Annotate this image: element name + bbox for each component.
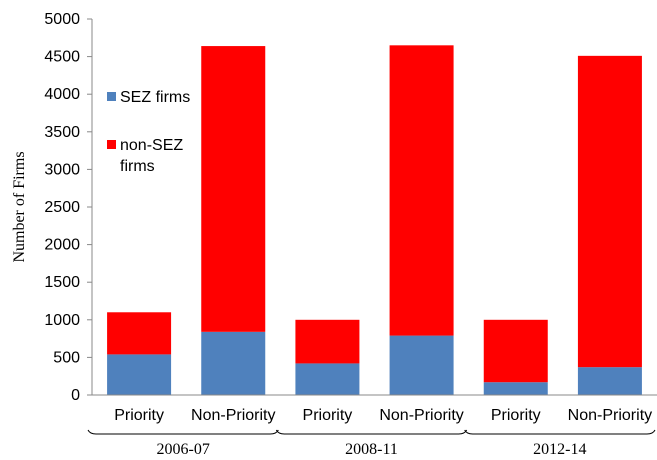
x-group-label: 2008-11: [345, 441, 398, 458]
x-category-label: Non-Priority: [379, 407, 463, 424]
y-tick-label: 500: [53, 349, 80, 366]
bar-non-sez: [295, 319, 360, 364]
x-category-label: Non-Priority: [568, 407, 652, 424]
legend-label: firms: [120, 158, 155, 175]
x-group-label: 2012-14: [533, 441, 586, 458]
y-tick-label: 4500: [44, 49, 80, 66]
x-category-label: Non-Priority: [191, 407, 275, 424]
y-tick-label: 2500: [44, 199, 80, 216]
legend-label: SEZ firms: [120, 89, 190, 106]
bar-sez: [201, 331, 266, 395]
legend: SEZ firms non-SEZ firms: [107, 89, 190, 175]
legend-label: non-SEZ: [120, 137, 183, 154]
bar-non-sez: [483, 319, 548, 383]
bar-non-sez: [577, 55, 642, 368]
group-bracket: [275, 429, 468, 435]
y-tick-label: 3000: [44, 161, 80, 178]
y-tick-label: 0: [71, 387, 80, 404]
group-bracket: [87, 429, 279, 435]
bar-sez: [389, 335, 454, 395]
x-category-label: Priority: [303, 407, 353, 424]
axes: 0 500 1000 1500 2000 2500 3000 3500 4000 4500 5000…: [44, 11, 657, 458]
y-tick-label: 1000: [44, 312, 80, 329]
bar-non-sez: [389, 45, 454, 336]
y-tick-label: 1500: [44, 274, 80, 291]
bar-non-sez: [201, 46, 266, 332]
legend-swatch: [107, 92, 116, 101]
y-axis-label: Number of Firms: [11, 151, 28, 262]
y-tick-label: 2000: [44, 237, 80, 254]
bar-sez: [107, 354, 172, 395]
x-group-label: 2006-07: [157, 441, 210, 458]
y-tick-label: 5000: [44, 11, 80, 28]
plot-area: [107, 45, 642, 395]
y-tick-label: 4000: [44, 86, 80, 103]
group-bracket: [464, 429, 656, 435]
bar-non-sez: [107, 312, 172, 355]
x-category-label: Priority: [114, 407, 164, 424]
bar-sez: [577, 367, 642, 395]
bar-sez: [295, 363, 360, 395]
y-tick-label: 3500: [44, 124, 80, 141]
x-category-label: Priority: [491, 407, 541, 424]
bar-sez: [483, 382, 548, 395]
legend-swatch: [107, 140, 116, 149]
